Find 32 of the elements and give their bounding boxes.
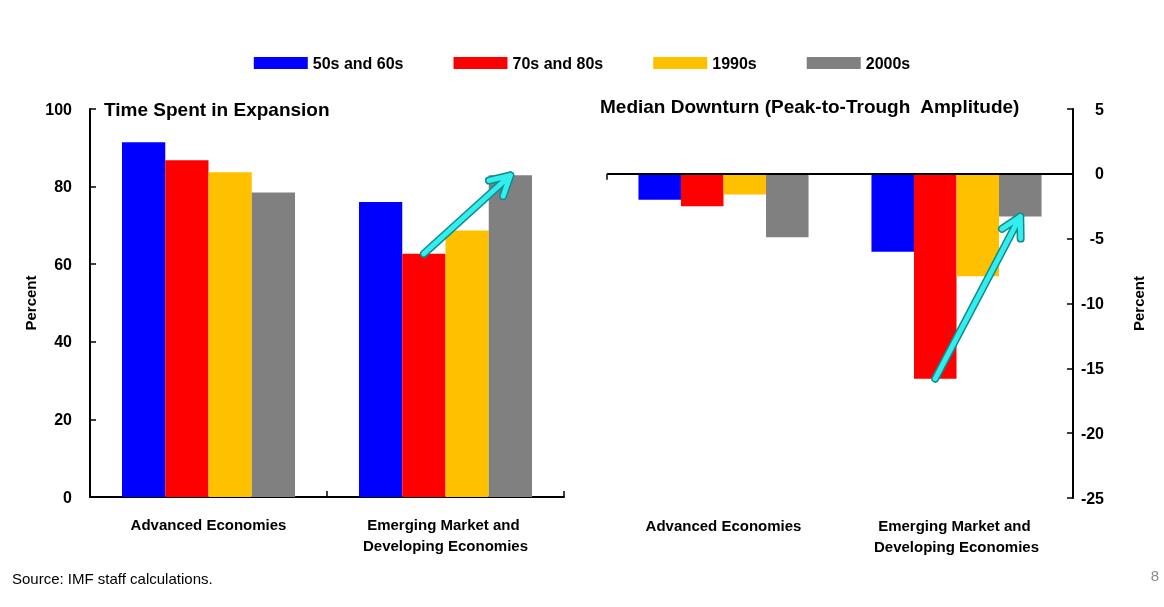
y2-tick-label: -15 xyxy=(1080,359,1105,377)
text: 8 xyxy=(1150,567,1159,584)
y-tick-label: 80 xyxy=(54,178,73,196)
y2-tick-label: -10 xyxy=(1080,295,1105,312)
bar xyxy=(122,142,166,497)
source-note: Source: IMF staff calculations. xyxy=(12,570,213,587)
x-tick-label: Emerging Market and Developing Economies xyxy=(362,516,529,554)
y-tick-label: 40 xyxy=(54,333,73,351)
x-tick-label: Advanced Economies xyxy=(130,516,287,533)
legend-label: 1990s xyxy=(712,54,757,72)
y2-tick-label: -5 xyxy=(1089,230,1105,248)
x-tick-label: Emerging Market and Developing Economies xyxy=(873,517,1040,555)
chart-title: Median Downturn (Peak-to-Trough Amplitude) xyxy=(600,96,1020,117)
bar xyxy=(165,160,209,497)
y2-axis-title: Percent xyxy=(1130,275,1147,332)
x-tick-label: Advanced Economies xyxy=(645,517,802,534)
y-tick-label: 0 xyxy=(63,488,73,506)
bar xyxy=(359,202,403,497)
y2-tick-label: -25 xyxy=(1080,489,1105,507)
legend-label: 50s and 60s xyxy=(312,54,404,72)
bar xyxy=(208,172,252,497)
y2-tick-label: 5 xyxy=(1095,100,1105,118)
legend-label: 70s and 80s xyxy=(512,54,604,72)
y-tick-label: 100 xyxy=(45,100,73,118)
chart-title: Time Spent in Expansion xyxy=(104,99,330,120)
y-tick-label: 60 xyxy=(54,255,73,273)
y-tick-label: 20 xyxy=(54,410,73,428)
y2-tick-label: 0 xyxy=(1095,165,1105,183)
legend-label: 2000s xyxy=(865,54,911,72)
y2-tick-label: -20 xyxy=(1080,424,1105,442)
y-axis-title: Percent xyxy=(22,275,39,331)
bar xyxy=(251,192,296,497)
